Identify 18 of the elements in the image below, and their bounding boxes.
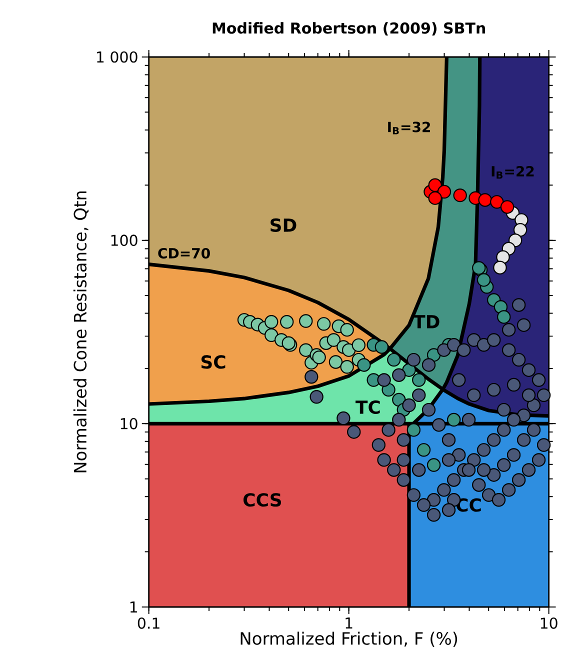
annotation: CCS bbox=[244, 493, 282, 507]
chart-title: Modified Robertson (2009) SBTn bbox=[212, 22, 486, 36]
annotation: TC bbox=[356, 400, 380, 414]
x-tick-label: 0.1 bbox=[138, 617, 160, 629]
annotation: I$_{B}$=22 bbox=[492, 166, 534, 179]
annotation: SC bbox=[202, 355, 226, 369]
y-tick-label: 10 bbox=[120, 418, 138, 430]
x-axis-title: Normalized Friction, F (%) bbox=[240, 632, 458, 647]
annotation: CD=70 bbox=[158, 248, 210, 259]
x-tick-label: 10 bbox=[541, 617, 558, 629]
y-tick-label: 1 bbox=[130, 602, 138, 612]
y-tick-label: 100 bbox=[111, 234, 138, 246]
annotation: TD bbox=[413, 315, 440, 328]
x-tick-label: 1 bbox=[346, 618, 352, 628]
y-tick-label: 1 000 bbox=[97, 51, 138, 63]
annotation: I$_{B}$=32 bbox=[388, 122, 430, 134]
annotation: SD bbox=[270, 218, 296, 232]
y-axis-title: Normalized Cone Resistance, Qtn bbox=[73, 191, 89, 472]
